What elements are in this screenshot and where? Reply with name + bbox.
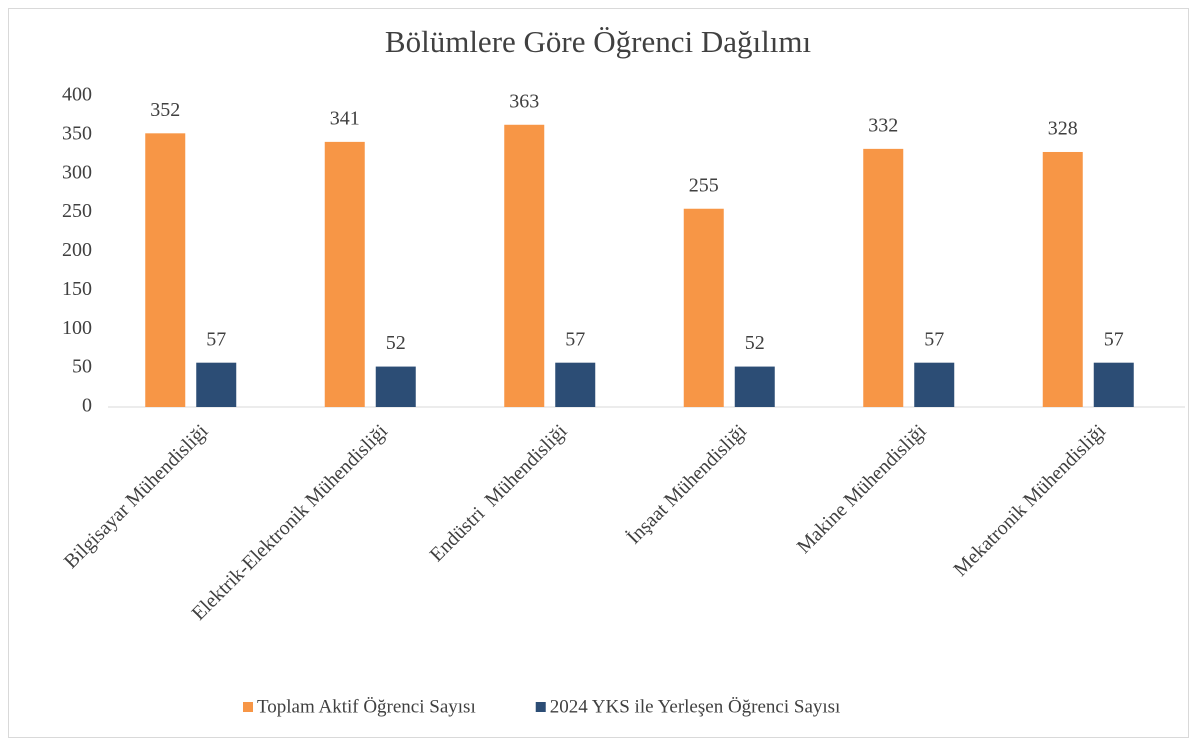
y-tick-label: 300 bbox=[62, 161, 92, 183]
bar bbox=[914, 362, 955, 407]
y-tick-label: 250 bbox=[62, 200, 92, 222]
value-label: 352 bbox=[150, 99, 180, 121]
y-tick-label: 100 bbox=[62, 317, 92, 339]
y-tick-label: 0 bbox=[82, 395, 92, 417]
chart-title: Bölümlere Göre Öğrenci Dağılımı bbox=[385, 24, 812, 59]
bar bbox=[734, 366, 775, 407]
bar bbox=[863, 148, 904, 407]
value-label: 363 bbox=[509, 90, 539, 112]
bar bbox=[555, 362, 596, 407]
value-label: 332 bbox=[868, 114, 898, 136]
bar bbox=[375, 366, 416, 407]
bar bbox=[683, 208, 724, 407]
y-tick-label: 50 bbox=[72, 356, 92, 378]
legend-swatch bbox=[243, 702, 253, 712]
bar bbox=[324, 141, 365, 407]
y-tick-label: 350 bbox=[62, 122, 92, 144]
legend-swatch bbox=[535, 702, 546, 712]
legend-label: Toplam Aktif Öğrenci Sayısı bbox=[257, 696, 476, 717]
bar bbox=[1093, 362, 1134, 407]
value-label: 57 bbox=[565, 328, 585, 350]
bar bbox=[504, 124, 545, 407]
value-label: 328 bbox=[1048, 118, 1078, 140]
value-label: 52 bbox=[745, 332, 765, 354]
value-label: 57 bbox=[206, 328, 226, 350]
value-label: 341 bbox=[330, 107, 360, 129]
bar bbox=[145, 133, 186, 407]
value-label: 57 bbox=[924, 328, 944, 350]
y-tick-label: 200 bbox=[62, 239, 92, 261]
y-tick-label: 150 bbox=[62, 278, 92, 300]
value-label: 255 bbox=[689, 174, 719, 196]
value-label: 57 bbox=[1104, 328, 1124, 350]
bar bbox=[196, 362, 237, 407]
y-tick-label: 400 bbox=[62, 84, 92, 106]
chart-border bbox=[8, 8, 1189, 738]
value-label: 52 bbox=[386, 332, 406, 354]
legend-label: 2024 YKS ile Yerleşen Öğrenci Sayısı bbox=[550, 696, 841, 717]
bar bbox=[1042, 151, 1083, 407]
